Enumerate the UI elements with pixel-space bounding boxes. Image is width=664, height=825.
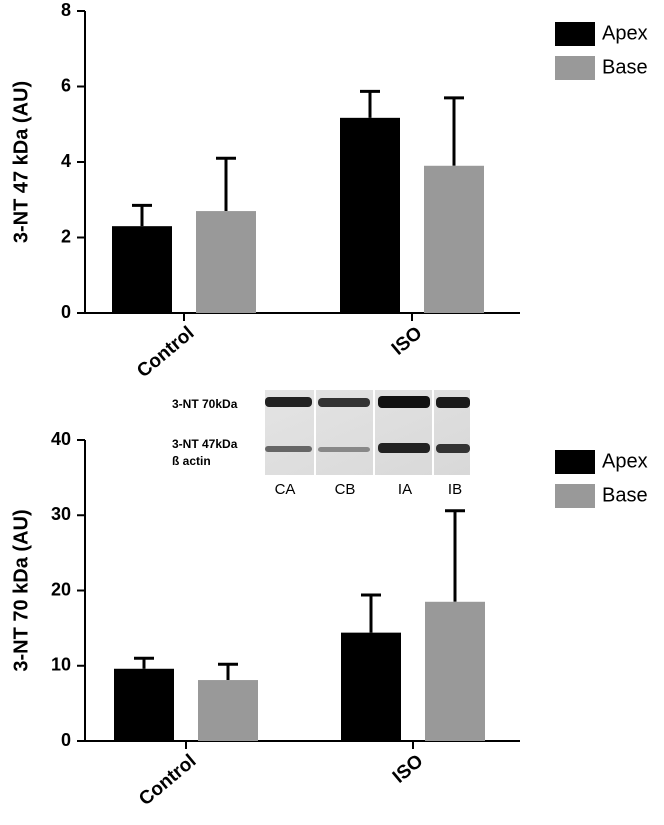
y-axis-label: 3-NT 47 kDa (AU) — [10, 81, 32, 243]
legend-label: Base — [602, 56, 648, 78]
legend-swatch — [555, 56, 595, 80]
y-tick-label: 30 — [51, 504, 71, 524]
blot-label: 3-NT 47kDa — [172, 437, 238, 451]
blot-label: 3-NT 70kDa — [172, 397, 238, 411]
y-tick-label: 40 — [51, 429, 71, 449]
legend-swatch — [555, 450, 595, 474]
bar — [425, 601, 485, 741]
y-tick-label: 8 — [61, 0, 71, 20]
y-tick-label: 6 — [61, 75, 71, 95]
y-axis-label: 3-NT 70 kDa (AU) — [10, 509, 32, 671]
legend-label: Apex — [602, 22, 648, 44]
y-tick-label: 20 — [51, 579, 71, 599]
blot-image — [265, 390, 470, 475]
x-tick-label: ISO — [389, 751, 428, 788]
y-tick-label: 10 — [51, 655, 71, 675]
y-tick-label: 0 — [61, 730, 71, 750]
lane-label: CA — [275, 481, 296, 498]
lane-label: IA — [398, 481, 412, 498]
bar — [112, 226, 172, 313]
y-tick-label: 2 — [61, 226, 71, 246]
bar — [198, 680, 258, 741]
legend-swatch — [555, 484, 595, 508]
blot-label: ß actin — [172, 454, 211, 468]
bar — [196, 211, 256, 313]
legend-swatch — [555, 22, 595, 46]
bar — [114, 668, 174, 741]
x-tick-label: Control — [133, 323, 198, 383]
y-tick-label: 4 — [61, 151, 71, 171]
x-tick-label: ISO — [388, 323, 427, 360]
lane-label: CB — [335, 481, 356, 498]
bar — [424, 165, 484, 313]
bar — [341, 632, 401, 741]
bar — [340, 117, 400, 314]
legend-label: Apex — [602, 450, 648, 472]
legend-label: Base — [602, 484, 648, 506]
y-tick-label: 0 — [61, 302, 71, 322]
lane-label: IB — [448, 481, 462, 498]
x-tick-label: Control — [135, 751, 200, 811]
